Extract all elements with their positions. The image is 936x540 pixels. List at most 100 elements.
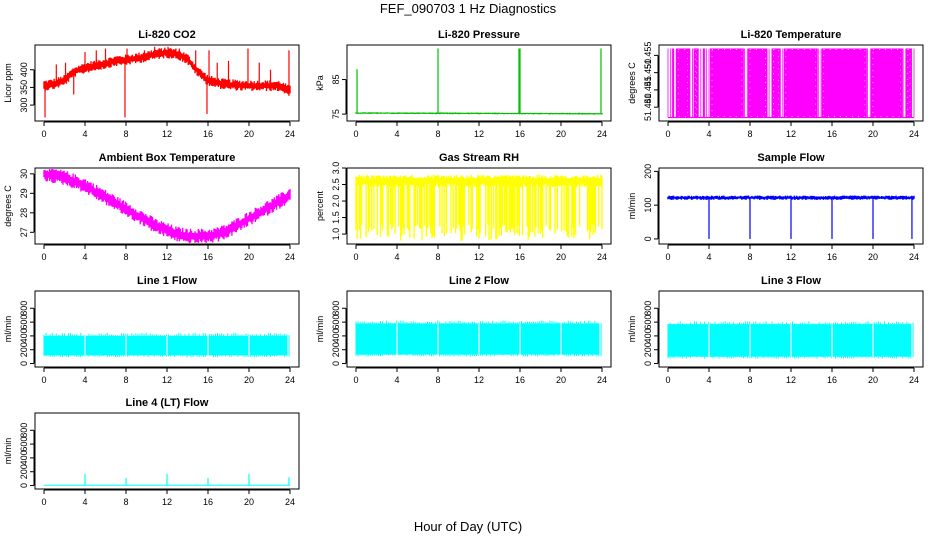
x-tick-label: 4	[82, 375, 87, 385]
y-tick-label: 200	[643, 164, 653, 179]
x-tick-label: 8	[747, 252, 752, 262]
chart-panel: Li-820 CO2 0 4 8 12 16 20 24 300 350 400 Licor ppm	[3, 29, 300, 139]
x-tick-label: 24	[285, 375, 295, 385]
x-tick-label: 8	[435, 252, 440, 262]
y-tick-label: 350	[19, 80, 29, 95]
temp-high-block	[771, 48, 781, 118]
panel-title: Line 4 (LT) Flow	[126, 397, 209, 409]
x-tick-label: 16	[203, 375, 213, 385]
x-tick-label: 4	[394, 252, 399, 262]
x-tick-label: 16	[827, 375, 837, 385]
x-tick-label: 24	[285, 129, 295, 139]
y-tick-label: 51.440	[643, 93, 653, 121]
series-2	[667, 48, 915, 119]
panel-title: Line 2 Flow	[449, 275, 509, 287]
x-tick-label: 0	[665, 129, 670, 139]
x-tick-label: 20	[868, 375, 878, 385]
x-tick-label: 16	[203, 497, 213, 507]
x-tick-label: 4	[82, 497, 87, 507]
figure-xlabel: Hour of Day (UTC)	[414, 519, 522, 534]
temp-high-block	[783, 48, 818, 118]
y-tick-label: 800	[19, 301, 29, 316]
y-tick-label: 51.455	[643, 42, 653, 70]
x-tick-label: 4	[82, 129, 87, 139]
y-tick-label: 200	[19, 464, 29, 479]
x-tick-label: 12	[162, 129, 172, 139]
y-axis-label: percent	[315, 190, 325, 221]
series-line	[43, 169, 291, 243]
x-tick-label: 16	[515, 129, 525, 139]
series-trend	[43, 173, 291, 237]
y-axis-label: Licor ppm	[3, 63, 13, 103]
series-line	[355, 174, 603, 241]
x-tick-label: 24	[909, 375, 919, 385]
y-tick-label: 400	[643, 328, 653, 343]
x-tick-label: 20	[868, 252, 878, 262]
plot-frame	[658, 290, 924, 368]
y-tick-label: 51.445	[643, 76, 653, 104]
y-tick-label: 200	[19, 342, 29, 357]
x-tick-label: 8	[123, 129, 128, 139]
x-tick-label: 12	[474, 129, 484, 139]
y-axis-label: ml/min	[3, 438, 13, 465]
x-tick-label: 16	[203, 129, 213, 139]
x-tick-label: 0	[353, 252, 358, 262]
x-tick-label: 4	[706, 129, 711, 139]
x-tick-label: 0	[41, 129, 46, 139]
y-tick-label: 1.5	[331, 211, 341, 224]
x-tick-label: 8	[435, 129, 440, 139]
x-tick-label: 0	[665, 375, 670, 385]
x-tick-label: 12	[162, 252, 172, 262]
y-tick-label: 400	[19, 450, 29, 465]
y-tick-label: 75	[331, 109, 341, 119]
plot-frame	[34, 412, 300, 490]
x-tick-label: 12	[786, 375, 796, 385]
x-tick-label: 8	[123, 252, 128, 262]
panel-title: Ambient Box Temperature	[99, 152, 236, 164]
temp-white-ticks	[749, 49, 766, 117]
temp-high-block	[821, 48, 867, 118]
y-tick-label: 300	[19, 98, 29, 113]
plot-frame	[34, 167, 300, 245]
y-tick-label: 1.0	[331, 228, 341, 241]
y-tick-label: 400	[19, 62, 29, 77]
plot-frame	[346, 44, 612, 122]
plot-frame	[34, 44, 300, 122]
y-tick-label: 200	[643, 342, 653, 357]
temp-high-block	[676, 48, 690, 118]
series-7	[355, 320, 602, 357]
x-tick-label: 8	[747, 129, 752, 139]
chart-panel: Ambient Box Temperature 0 4 8 12 16 20 24 27 28 29…	[3, 152, 300, 262]
y-tick-label: 200	[331, 342, 341, 357]
temp-white-ticks	[695, 49, 698, 117]
series-0	[43, 46, 291, 118]
y-tick-label: 600	[643, 315, 653, 330]
x-tick-label: 16	[827, 129, 837, 139]
panel-title: Li-820 Temperature	[741, 29, 842, 41]
plot-frame	[34, 290, 300, 368]
y-tick-label: 100	[643, 198, 653, 213]
series-1	[355, 48, 603, 115]
x-tick-label: 16	[827, 252, 837, 262]
y-tick-label: 27	[19, 227, 29, 237]
y-tick-label: 2.5	[331, 178, 341, 191]
x-tick-label: 20	[868, 129, 878, 139]
x-tick-label: 20	[556, 252, 566, 262]
panel-title: Line 3 Flow	[761, 275, 821, 287]
x-tick-label: 0	[41, 375, 46, 385]
x-tick-label: 24	[285, 497, 295, 507]
chart-panel: Li-820 Temperature 0 4 8 12 16 20 24 51.44051.44…	[627, 29, 924, 139]
y-tick-label: 29	[19, 188, 29, 198]
y-axis-label: degrees C	[3, 185, 13, 227]
panel-title: Line 1 Flow	[137, 275, 197, 287]
x-tick-label: 24	[597, 375, 607, 385]
y-axis-label: ml/min	[3, 316, 13, 343]
x-tick-label: 4	[394, 129, 399, 139]
temp-high-block	[747, 48, 768, 118]
y-tick-label: 0	[643, 236, 653, 241]
